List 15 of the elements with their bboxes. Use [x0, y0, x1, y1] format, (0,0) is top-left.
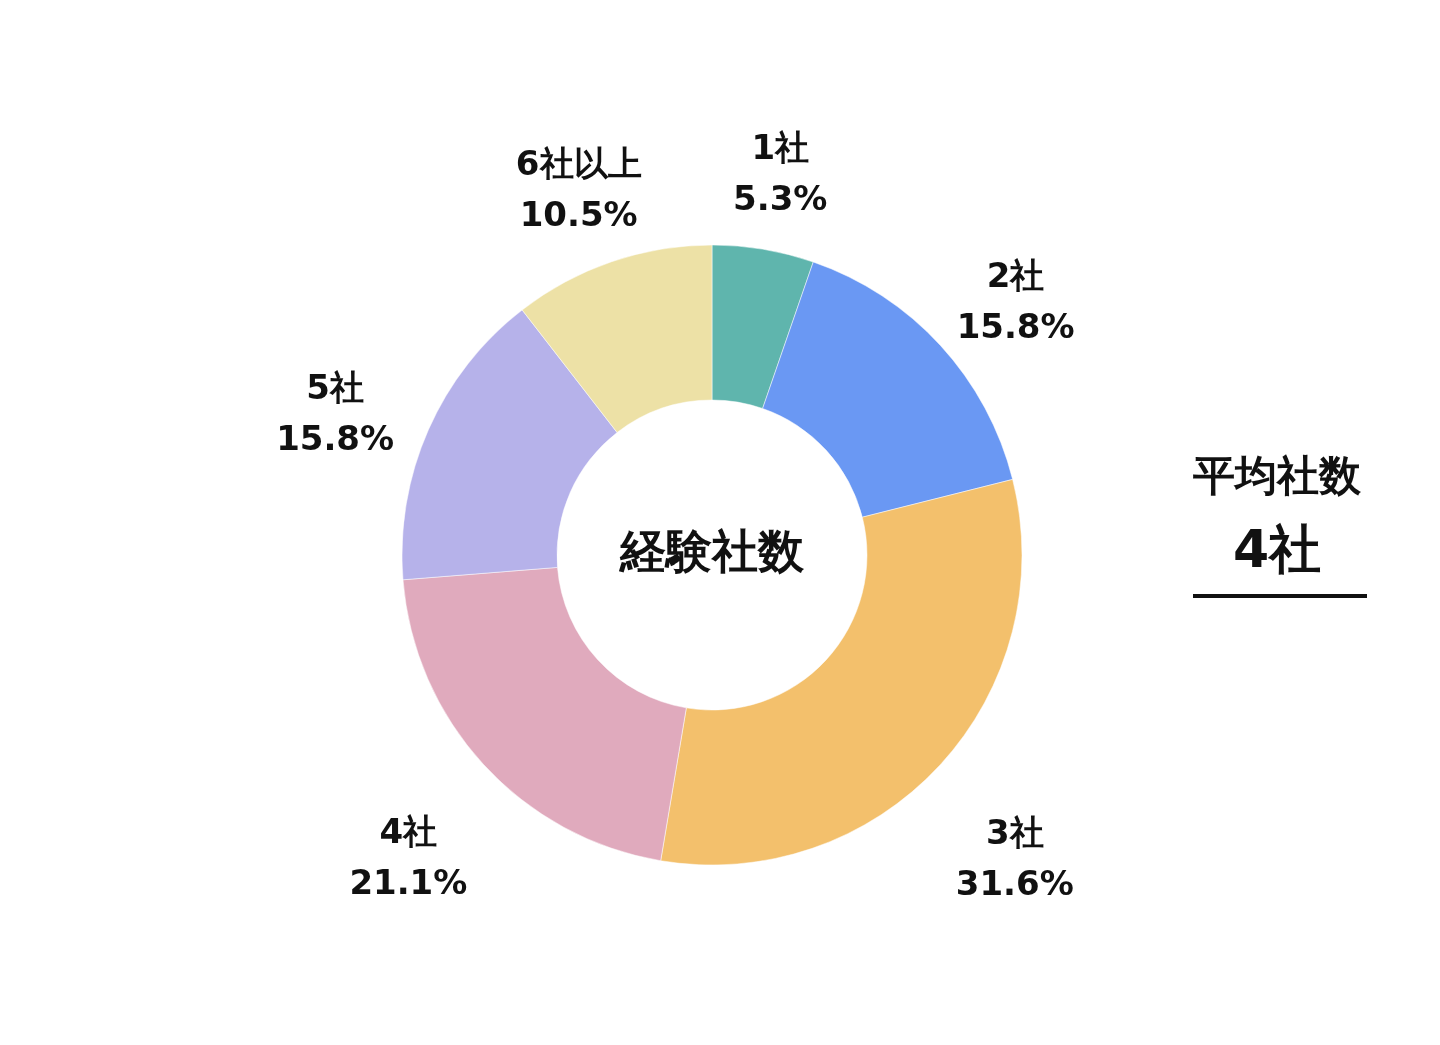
- slice-label: 6社以上: [515, 143, 642, 184]
- data-label: 31.6%: [955, 863, 1074, 904]
- data-label: 15.8%: [276, 417, 395, 458]
- slice-label: 3社: [985, 812, 1044, 853]
- data-label: 10.5%: [519, 194, 638, 235]
- text: 経験社数: [618, 524, 805, 578]
- data-label: 5.3%: [733, 177, 828, 218]
- slice-label: 4社: [379, 811, 438, 852]
- slice-label: 2社: [986, 254, 1045, 295]
- text: 4社: [1232, 519, 1322, 579]
- slice-label: 1社: [751, 126, 810, 167]
- data-label: 15.8%: [956, 305, 1075, 346]
- data-label: 21.1%: [349, 862, 468, 903]
- text: 平均社数: [1192, 451, 1362, 500]
- slice-label: 5社: [306, 366, 364, 407]
